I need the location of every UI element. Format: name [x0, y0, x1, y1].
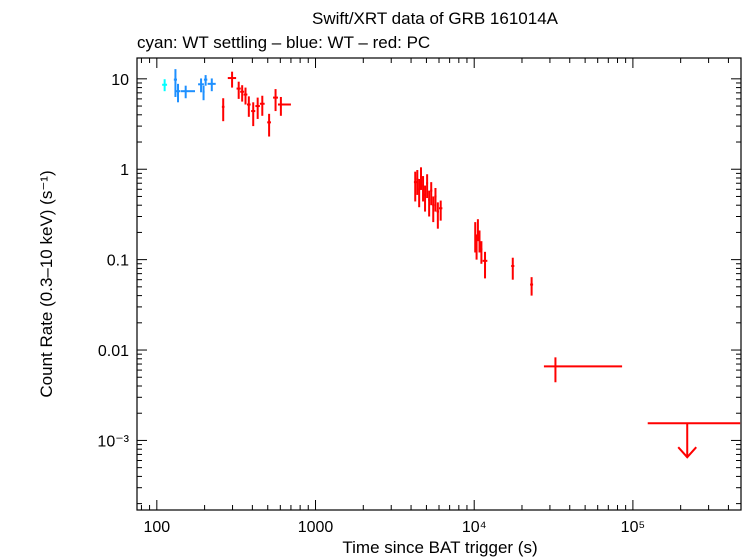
- data-point-pc: [480, 241, 483, 264]
- data-point-pc: [424, 185, 427, 212]
- data-point-pc: [439, 200, 443, 221]
- chart-subtitle: cyan: WT settling – blue: WT – red: PC: [137, 33, 430, 52]
- data-point-pc: [543, 357, 623, 383]
- data-point-wt: [173, 69, 177, 97]
- x-axis: 100 1000 10⁴ 10⁵: [140, 58, 729, 536]
- data-point-pc: [273, 89, 278, 112]
- data-point-pc: [476, 219, 479, 242]
- data-point-wt: [203, 75, 208, 86]
- data-points: [162, 69, 741, 459]
- data-point-wt-settling: [162, 79, 168, 92]
- data-point-pc: [227, 71, 237, 88]
- data-point-pc: [251, 102, 256, 127]
- data-point-pc: [246, 96, 251, 117]
- plot-frame: [136, 57, 742, 511]
- y-axis: 10 1 0.1 0.01 10⁻³: [97, 72, 741, 505]
- data-point-pc: [416, 170, 419, 195]
- upper-limit-point: [647, 422, 741, 459]
- data-point-pc: [475, 234, 478, 260]
- data-point-pc: [530, 277, 534, 296]
- data-point-pc: [240, 85, 245, 102]
- data-point-pc: [436, 202, 439, 229]
- data-point-pc: [243, 87, 248, 105]
- data-point-wt: [180, 85, 195, 99]
- y-tick-label: 0.1: [107, 253, 129, 270]
- x-axis-label: Time since BAT trigger (s): [342, 538, 537, 557]
- data-point-wt: [198, 78, 204, 93]
- data-point-pc: [428, 190, 431, 217]
- data-point-pc: [259, 95, 265, 116]
- data-point-pc: [430, 182, 433, 206]
- y-tick-label: 10: [111, 72, 129, 89]
- data-point-pc: [221, 98, 225, 122]
- data-point-pc: [277, 96, 291, 116]
- data-point-pc: [511, 257, 515, 280]
- data-point-wt: [175, 83, 181, 103]
- y-tick-label: 0.01: [98, 343, 129, 360]
- x-tick-label: 10⁴: [462, 519, 487, 536]
- data-point-pc: [413, 171, 417, 202]
- data-point-pc: [482, 251, 488, 279]
- y-axis-label: Count Rate (0.3–10 keV) (s⁻¹): [37, 170, 56, 397]
- data-point-pc: [478, 230, 481, 253]
- data-point-pc: [418, 178, 421, 208]
- data-point-pc: [267, 113, 271, 137]
- data-point-pc: [422, 176, 425, 202]
- data-point-pc: [434, 188, 437, 212]
- y-tick-label: 1: [120, 162, 129, 179]
- y-tick-label: 10⁻³: [97, 433, 129, 450]
- x-tick-label: 10⁵: [621, 519, 645, 536]
- data-point-wt: [202, 85, 205, 101]
- upper-limit-arrow-head: [677, 446, 697, 459]
- data-point-pc: [432, 196, 435, 223]
- chart-title: Swift/XRT data of GRB 161014A: [312, 9, 559, 28]
- x-tick-label: 100: [143, 519, 170, 536]
- data-point-pc: [255, 97, 260, 119]
- data-point-pc: [236, 81, 241, 99]
- data-point-pc: [419, 167, 422, 190]
- x-tick-label: 1000: [298, 519, 334, 536]
- data-point-pc: [474, 222, 477, 253]
- data-point-wt: [207, 78, 216, 92]
- data-point-pc: [426, 174, 429, 199]
